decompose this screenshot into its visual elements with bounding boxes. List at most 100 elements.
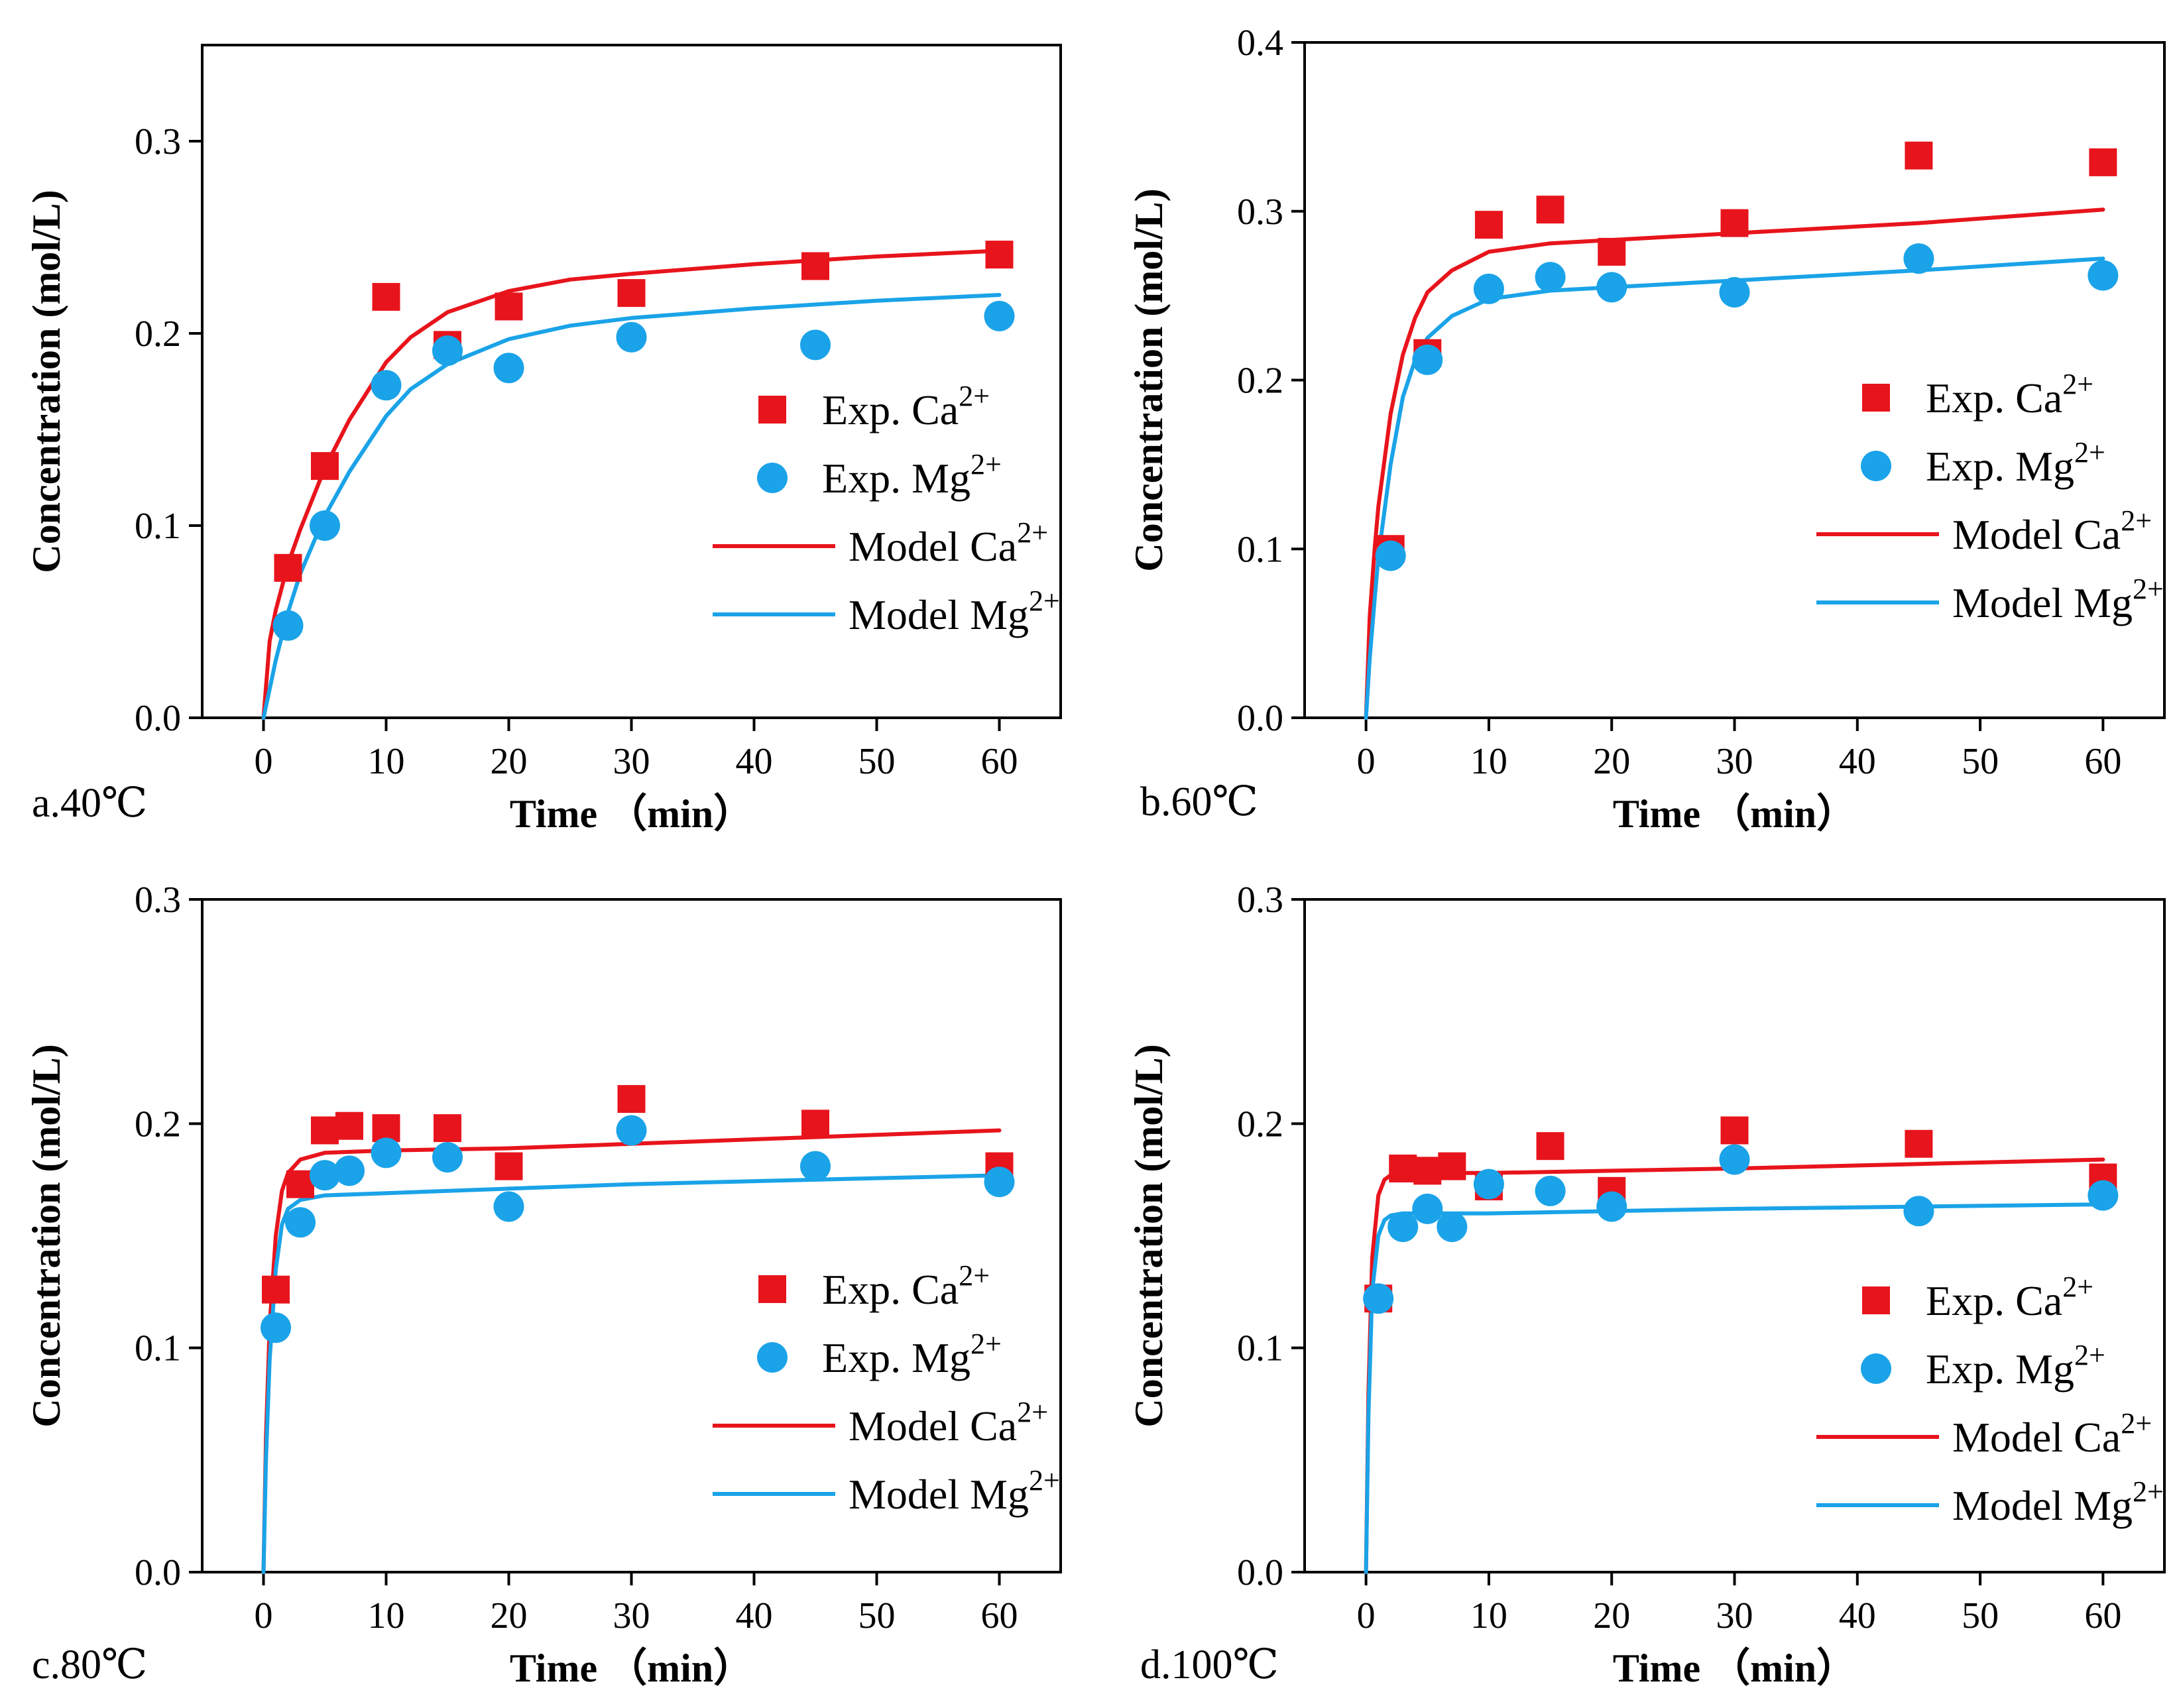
x-tick-label: 10 bbox=[368, 741, 405, 782]
x-tick-label: 50 bbox=[858, 741, 896, 782]
legend-superscript: 2+ bbox=[959, 380, 990, 412]
legend-label: Model Ca2+ bbox=[1952, 1407, 2152, 1461]
exp-ca-point bbox=[286, 1170, 314, 1198]
y-tick-label: 0.0 bbox=[135, 1552, 181, 1593]
exp-mg-point bbox=[1719, 277, 1750, 308]
exp-ca-point bbox=[1389, 1155, 1417, 1182]
exp-mg-point bbox=[616, 321, 647, 353]
exp-ca-point bbox=[1536, 1132, 1564, 1161]
legend-superscript: 2+ bbox=[2121, 504, 2152, 537]
legend-label: Exp. Ca2+ bbox=[822, 380, 990, 433]
exp-ca-point bbox=[274, 553, 302, 582]
legend-superscript: 2+ bbox=[1029, 1464, 1060, 1497]
y-tick-label: 0.3 bbox=[135, 121, 181, 162]
plot-frame bbox=[1303, 898, 2166, 1573]
x-tick-label: 10 bbox=[368, 1595, 405, 1636]
exp-mg-point bbox=[334, 1155, 365, 1186]
panel-label: a.40℃ bbox=[32, 781, 147, 826]
y-tick-label: 0.3 bbox=[1237, 192, 1283, 233]
x-axis-title: Time （min） bbox=[1613, 791, 1856, 836]
panel-label: b.60℃ bbox=[1140, 779, 1258, 825]
legend-superscript: 2+ bbox=[2121, 1407, 2152, 1440]
y-axis-title: Concentration (mol/L) bbox=[25, 190, 68, 573]
x-tick-label: 60 bbox=[981, 1595, 1018, 1636]
y-axis-title: Concentration (mol/L) bbox=[25, 1044, 68, 1427]
legend-circle-marker bbox=[1861, 451, 1891, 481]
y-tick-label: 0.2 bbox=[135, 1104, 181, 1145]
legend-superscript: 2+ bbox=[2062, 368, 2093, 400]
x-tick-label: 20 bbox=[1593, 1595, 1630, 1636]
exp-ca-point bbox=[1720, 209, 1749, 237]
x-axis-title: Time （min） bbox=[510, 1646, 753, 1690]
exp-mg-point bbox=[1719, 1144, 1750, 1175]
x-axis-title: Time （min） bbox=[1613, 1646, 1856, 1690]
legend-square-marker bbox=[1862, 1286, 1890, 1314]
y-tick-label: 0.2 bbox=[135, 313, 181, 355]
legend-circle-marker bbox=[757, 463, 788, 493]
legend-exp-ca: Exp. Ca2+ bbox=[1862, 1271, 2093, 1324]
x-tick-label: 40 bbox=[736, 1595, 773, 1636]
x-tick-label: 20 bbox=[1593, 741, 1630, 782]
panel-label: d.100℃ bbox=[1140, 1642, 1279, 1687]
y-tick-label: 0.0 bbox=[1237, 698, 1283, 739]
exp-mg-point bbox=[1535, 1175, 1566, 1206]
legend-square-marker bbox=[758, 1275, 786, 1303]
exp-mg-point bbox=[371, 370, 402, 401]
exp-mg-point bbox=[1596, 1191, 1627, 1222]
exp-mg-point bbox=[800, 1151, 831, 1182]
legend-superscript: 2+ bbox=[1029, 585, 1060, 617]
legend-exp-ca: Exp. Ca2+ bbox=[758, 1259, 990, 1313]
legend-exp-ca: Exp. Ca2+ bbox=[1862, 368, 2093, 422]
x-tick-label: 50 bbox=[1962, 741, 1999, 782]
legend-label: Exp. Ca2+ bbox=[1926, 1271, 2093, 1324]
exp-ca-point bbox=[311, 1116, 339, 1145]
y-tick-label: 0.3 bbox=[135, 880, 181, 921]
exp-ca-point bbox=[372, 1114, 400, 1143]
exp-ca-point bbox=[335, 1111, 363, 1140]
exp-ca-point bbox=[2089, 148, 2117, 176]
legend-exp-ca: Exp. Ca2+ bbox=[758, 380, 990, 433]
chart-panel-1: 0 10 20 30 40 50 60 0.0 0.1 0.2 0.3 Time （min） Conce… bbox=[25, 44, 1062, 836]
exp-mg-point bbox=[2088, 1180, 2119, 1211]
exp-mg-point bbox=[2088, 260, 2119, 291]
exp-mg-point bbox=[261, 1312, 291, 1343]
x-axis-title: Time （min） bbox=[510, 791, 753, 836]
exp-ca-point bbox=[311, 452, 339, 481]
exp-mg-point bbox=[310, 510, 340, 541]
legend-square-marker bbox=[758, 396, 786, 424]
legend-label: Model Ca2+ bbox=[849, 1396, 1048, 1450]
exp-mg-point bbox=[285, 1207, 316, 1238]
legend-model-ca: Model Ca2+ bbox=[713, 516, 1048, 570]
x-tick-label: 0 bbox=[1357, 741, 1376, 782]
exp-ca-point bbox=[617, 279, 646, 308]
exp-ca-point bbox=[1598, 237, 1626, 266]
legend-exp-mg: Exp. Mg2+ bbox=[757, 448, 1002, 502]
panel-label: c.80℃ bbox=[32, 1642, 147, 1687]
x-tick-label: 30 bbox=[613, 1595, 650, 1636]
exp-mg-point bbox=[432, 335, 463, 367]
exp-mg-point bbox=[984, 300, 1015, 331]
y-tick-label: 0.4 bbox=[1237, 23, 1283, 64]
x-tick-label: 60 bbox=[981, 741, 1018, 782]
exp-mg-point bbox=[800, 329, 831, 361]
x-tick-label: 30 bbox=[1716, 741, 1753, 782]
x-tick-label: 60 bbox=[2084, 741, 2121, 782]
exp-ca-point bbox=[1905, 1129, 1933, 1158]
y-tick-label: 0.1 bbox=[1237, 1328, 1283, 1369]
x-tick-label: 40 bbox=[1839, 1595, 1876, 1636]
legend-label: Exp. Mg2+ bbox=[1926, 1339, 2105, 1393]
exp-mg-point bbox=[310, 1160, 340, 1191]
legend-square-marker bbox=[1862, 384, 1890, 412]
legend-label: Exp. Mg2+ bbox=[1926, 436, 2105, 490]
exp-ca-point bbox=[801, 252, 829, 280]
exp-ca-point bbox=[262, 1275, 290, 1304]
legend-label: Model Mg2+ bbox=[849, 585, 1060, 638]
legend-circle-marker bbox=[1861, 1353, 1891, 1384]
model-mg-line bbox=[261, 293, 1002, 720]
y-axis-title: Concentration (mol/L) bbox=[1127, 188, 1171, 571]
chart-panel-3: 0 10 20 30 40 50 60 0.0 0.1 0.2 0.3 Time （min） Conce… bbox=[25, 880, 1062, 1690]
legend-label: Exp. Ca2+ bbox=[822, 1259, 990, 1313]
legend: Exp. Ca2+ Exp. Mg2+ Model Ca2+ Model Mg2+ bbox=[713, 380, 1060, 638]
exp-ca-point bbox=[985, 241, 1014, 269]
